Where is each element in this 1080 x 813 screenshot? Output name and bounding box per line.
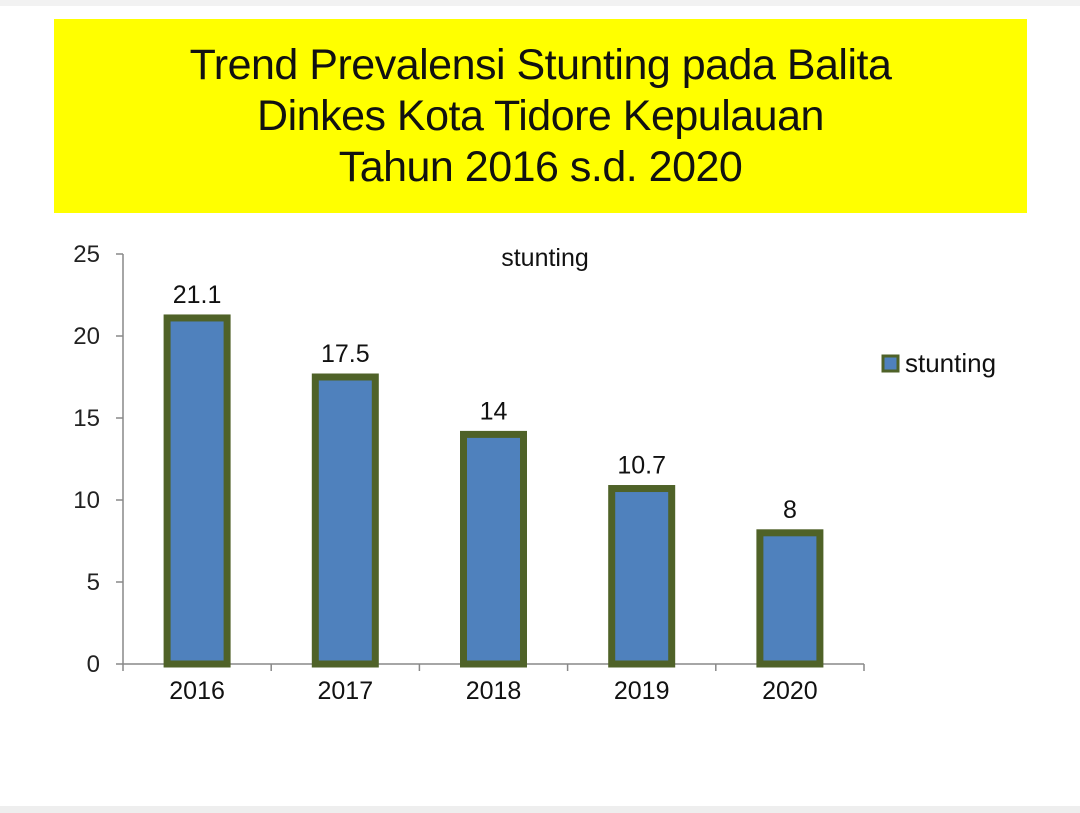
- category-label-2017: 2017: [317, 677, 373, 705]
- category-label-2020: 2020: [762, 677, 818, 705]
- category-label-2016: 2016: [169, 677, 225, 705]
- bottom-strip: [0, 806, 1080, 813]
- value-label-2016: 21.1: [173, 281, 222, 309]
- category-label-2018: 2018: [466, 677, 522, 705]
- y-tick-label: 15: [73, 405, 100, 432]
- bar-2018: [460, 430, 527, 668]
- y-tick-label: 25: [73, 241, 100, 268]
- title-banner: Trend Prevalensi Stunting pada Balita Di…: [54, 19, 1027, 213]
- title-line-3: Tahun 2016 s.d. 2020: [338, 142, 743, 191]
- title-line-1: Trend Prevalensi Stunting pada Balita: [189, 40, 892, 89]
- title-line-2: Dinkes Kota Tidore Kepulauan: [257, 91, 824, 140]
- y-tick-label: 20: [73, 323, 100, 350]
- legend-label: stunting: [905, 348, 996, 378]
- top-strip: [0, 0, 1080, 6]
- value-label-2020: 8: [783, 496, 797, 524]
- value-label-2019: 10.7: [617, 452, 666, 480]
- y-tick-label: 0: [87, 651, 100, 678]
- value-label-2017: 17.5: [321, 340, 370, 368]
- bar-2017: [311, 373, 379, 668]
- bar-2020: [756, 529, 824, 668]
- bar-2016: [163, 314, 231, 668]
- legend-swatch: [881, 354, 900, 373]
- chart-title: stunting: [501, 244, 589, 272]
- category-label-2019: 2019: [614, 677, 670, 705]
- y-tick-label: 10: [73, 487, 100, 514]
- bar-2019: [608, 485, 676, 668]
- y-tick-label: 5: [87, 569, 100, 596]
- value-label-2018: 14: [480, 397, 508, 425]
